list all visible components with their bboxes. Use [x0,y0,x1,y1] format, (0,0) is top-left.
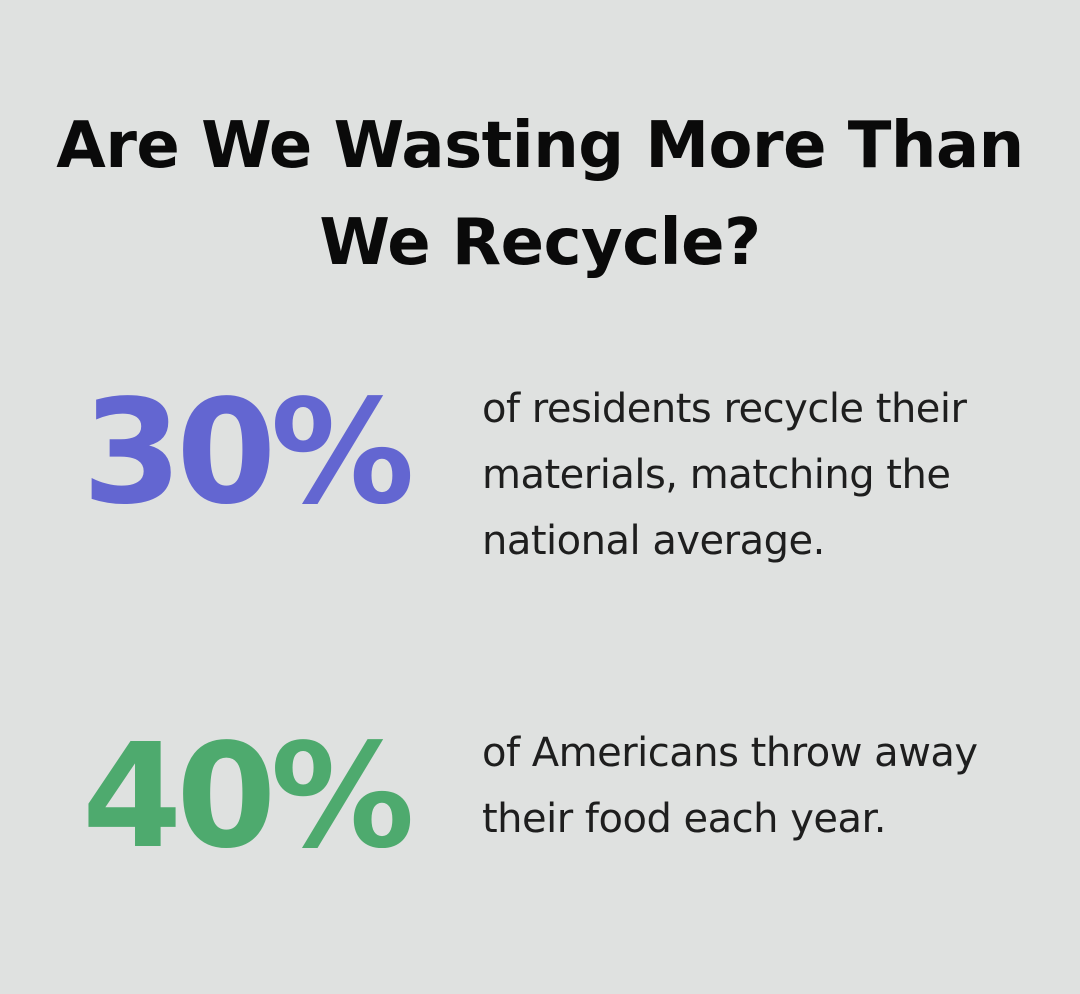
stat-description: of Americans throw away their food each … [482,730,978,842]
page-title: Are We Wasting More Than We Recycle? [56,109,1024,280]
stat-value: 40% [82,712,415,880]
stat-description: of residents recycle their materials, ma… [482,386,967,564]
stat-value: 30% [82,368,415,536]
